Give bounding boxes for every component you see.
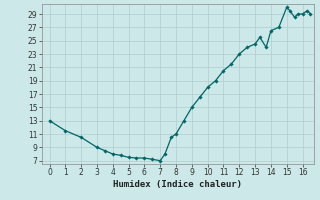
X-axis label: Humidex (Indice chaleur): Humidex (Indice chaleur): [113, 180, 242, 189]
